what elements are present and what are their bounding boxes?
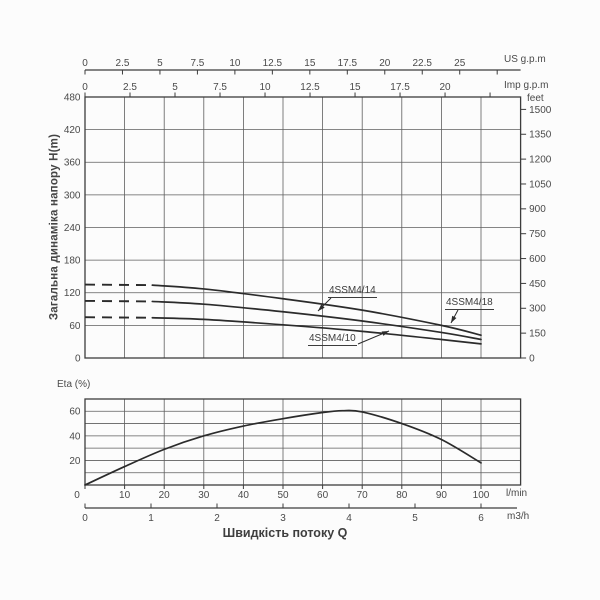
head-y-tick-label: 180	[64, 256, 81, 267]
m3h-tick-label: 3	[280, 513, 286, 524]
lmin-tick-label: 10	[119, 490, 131, 501]
m3h-tick-label: 2	[214, 513, 220, 524]
leader-arrowhead	[381, 331, 389, 336]
feet-tick-label: 300	[529, 304, 546, 315]
head-y-tick-label: 60	[69, 321, 81, 332]
head-y-tick-label: 480	[64, 92, 81, 103]
m3h-tick-label: 0	[82, 513, 88, 524]
imp-gpm-tick-label: 20	[439, 82, 451, 93]
lmin-tick-label: 20	[159, 490, 171, 501]
curve-4ssm4-14-dashed	[84, 299, 153, 303]
curve-eta	[84, 409, 482, 486]
curve-4ssm4-10	[151, 316, 482, 345]
eta-y-tick-label: 60	[69, 407, 81, 418]
curve-label-4ssm4-10: 4SSM4/10	[308, 333, 357, 346]
eta-y-tick-label: 20	[69, 456, 81, 467]
imp-gpm-tick-label: 5	[172, 82, 178, 93]
imp-gpm-tick-label: 10	[259, 82, 271, 93]
lmin-tick-label: 50	[277, 490, 289, 501]
lmin-tick-label: 0	[74, 490, 80, 501]
us-gpm-tick-label: 7.5	[190, 58, 204, 69]
curve-4ssm4-10-dashed	[84, 316, 153, 319]
curve-4ssm4-14	[151, 300, 482, 341]
head-y-tick-label: 360	[64, 158, 81, 169]
feet-tick-label: 150	[529, 329, 546, 340]
eta-chart-border	[84, 398, 522, 486]
curve-label-4ssm4-18: 4SSM4/18	[445, 297, 494, 310]
imp-gpm-tick-label: 2.5	[123, 82, 137, 93]
lmin-axis-label: l/min	[506, 488, 528, 499]
curve-4ssm4-18	[151, 284, 482, 337]
feet-tick-label: 1050	[529, 179, 552, 190]
feet-tick-label: 0	[529, 353, 535, 364]
m3h-tick-label: 6	[478, 513, 484, 524]
imp-gpm-tick-label: 12.5	[300, 82, 320, 93]
m3h-tick-label: 4	[346, 513, 352, 524]
m3h-axis-label: m3/h	[507, 511, 530, 522]
us-gpm-tick-label: 0	[82, 58, 88, 69]
us-gpm-tick-label: 17.5	[338, 58, 358, 69]
m3h-tick-label: 5	[412, 513, 418, 524]
curve-4ssm4-18-dashed	[84, 283, 153, 287]
lmin-tick-label: 40	[238, 490, 250, 501]
lmin-tick-label: 90	[436, 490, 448, 501]
m3h-tick-label: 1	[148, 513, 154, 524]
us-gpm-tick-label: 10	[229, 58, 241, 69]
feet-tick-label: 900	[529, 204, 546, 215]
head-y-tick-label: 420	[64, 125, 81, 136]
lmin-tick-label: 30	[198, 490, 210, 501]
lmin-tick-label: 100	[473, 490, 490, 501]
flow-axis-title: Швидкість потоку Q	[222, 526, 348, 540]
imp-gpm-tick-label: 15	[349, 82, 361, 93]
us-gpm-tick-label: 22.5	[413, 58, 433, 69]
head-y-tick-label: 120	[64, 288, 81, 299]
feet-tick-label: 1350	[529, 130, 552, 141]
feet-tick-label: 450	[529, 279, 546, 290]
head-axis-title: Загальна динаміка напору H(m)	[48, 133, 61, 321]
head-y-tick-label: 240	[64, 223, 81, 234]
feet-axis-label: feet	[527, 93, 544, 104]
head-y-tick-label: 0	[75, 353, 81, 364]
main-chart-border	[84, 96, 522, 359]
imp-gpm-tick-label: 7.5	[213, 82, 227, 93]
imp-gpm-axis-label: Imp g.p.m	[504, 80, 549, 91]
eta-axis-title: Eta (%)	[57, 379, 91, 390]
lmin-tick-label: 60	[317, 490, 329, 501]
curve-label-4ssm4-14: 4SSM4/14	[328, 285, 377, 298]
head-y-tick-label: 300	[64, 190, 81, 201]
us-gpm-tick-label: 15	[304, 58, 316, 69]
lmin-tick-label: 70	[357, 490, 369, 501]
imp-gpm-tick-label: 0	[82, 82, 88, 93]
eta-y-tick-label: 40	[69, 431, 81, 442]
leader-arrowhead	[318, 304, 325, 311]
imp-gpm-tick-label: 17.5	[390, 82, 410, 93]
us-gpm-tick-label: 20	[379, 58, 391, 69]
us-gpm-tick-label: 25	[454, 58, 466, 69]
lmin-tick-label: 80	[396, 490, 408, 501]
us-gpm-tick-label: 12.5	[263, 58, 283, 69]
leader-arrowhead	[451, 315, 457, 323]
feet-tick-label: 600	[529, 254, 546, 265]
us-gpm-tick-label: 2.5	[116, 58, 130, 69]
feet-tick-label: 1200	[529, 155, 552, 166]
us-gpm-axis-label: US g.p.m	[504, 54, 546, 65]
feet-tick-label: 750	[529, 229, 546, 240]
feet-tick-label: 1500	[529, 105, 552, 116]
us-gpm-tick-label: 5	[157, 58, 163, 69]
